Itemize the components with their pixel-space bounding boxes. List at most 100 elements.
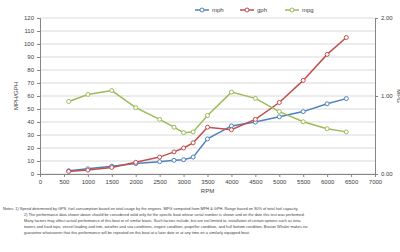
legend-label: mpg: [302, 7, 314, 13]
tick-mark: [327, 174, 328, 177]
tick: 40: [27, 119, 40, 125]
marker: [191, 155, 195, 159]
legend-item: gph: [240, 7, 267, 13]
y2-axis-title: MPG: [396, 89, 400, 103]
tick-mark: [37, 83, 40, 84]
tick-label: 7000: [369, 179, 383, 185]
note: 2) The performance data shown above shou…: [24, 212, 305, 217]
y-axis: 0102030405060708090100110120: [24, 15, 41, 177]
tick-mark: [37, 161, 40, 162]
tick: 0: [31, 171, 40, 177]
y-axis-title: MPH/GPH: [13, 82, 19, 110]
plot-area: [67, 36, 349, 174]
tick: 500: [59, 174, 70, 185]
tick-mark: [375, 174, 378, 175]
tick-label: 60: [27, 93, 34, 99]
tick-mark: [37, 18, 40, 19]
marker: [172, 150, 176, 154]
marker: [344, 36, 348, 40]
legend-marker: [200, 8, 204, 12]
marker: [277, 115, 281, 119]
x-axis: 0500100015002000250030003500400045005000…: [39, 174, 383, 185]
tick-mark: [160, 174, 161, 177]
tick-mark: [37, 122, 40, 123]
tick-mark: [375, 18, 378, 19]
marker: [134, 106, 138, 110]
marker: [301, 120, 305, 124]
tick-label: 6500: [345, 179, 359, 185]
tick: 1.00: [375, 93, 393, 99]
grid-line: [40, 70, 375, 71]
marker: [67, 169, 71, 173]
tick: 5500: [297, 174, 311, 185]
markers: [67, 36, 349, 174]
notes: Notes: 1) Speed determined by GPS, fuel …: [3, 206, 307, 235]
tick-label: 110: [24, 28, 34, 34]
marker: [344, 97, 348, 101]
marker: [191, 141, 195, 145]
tick-mark: [375, 96, 378, 97]
marker: [253, 117, 257, 121]
tick-mark: [184, 174, 185, 177]
tick-mark: [255, 174, 256, 177]
tick: 6500: [345, 174, 359, 185]
note: Many factors may affect actual performan…: [24, 218, 301, 223]
legend-marker: [290, 8, 294, 12]
tick: 30: [27, 132, 40, 138]
tick-label: 5500: [297, 179, 311, 185]
note: Notes: 1) Speed determined by GPS, fuel …: [3, 206, 298, 211]
tick-label: 2500: [153, 179, 167, 185]
tick: 60: [27, 93, 40, 99]
marker: [206, 137, 210, 141]
tick: 1500: [106, 174, 120, 185]
tick: 50: [27, 106, 40, 112]
marker: [191, 130, 195, 134]
tick-mark: [136, 174, 137, 177]
tick-mark: [303, 174, 304, 177]
tick-label: 20: [27, 145, 34, 151]
marker: [325, 102, 329, 106]
tick-mark: [88, 174, 89, 177]
legend-marker: [245, 8, 249, 12]
marker: [253, 96, 257, 100]
tick-label: 4000: [225, 179, 239, 185]
markers: [67, 97, 349, 173]
tick-label: 40: [27, 119, 34, 125]
series-line: [69, 38, 347, 172]
tick-mark: [231, 174, 232, 177]
tick-label: 0: [39, 179, 43, 185]
legend-item: mph: [195, 7, 224, 13]
tick: 100: [24, 41, 40, 47]
tick-label: 0: [31, 171, 35, 177]
marker: [86, 92, 90, 96]
tick: 70: [27, 80, 40, 86]
tick: 5000: [273, 174, 287, 185]
tick: 3000: [177, 174, 191, 185]
tick: 10: [27, 158, 40, 164]
marker: [325, 127, 329, 131]
tick-mark: [37, 44, 40, 45]
tick-label: 3000: [177, 179, 191, 185]
marker: [277, 110, 281, 114]
marker: [325, 52, 329, 56]
tick-mark: [37, 148, 40, 149]
tick-mark: [37, 96, 40, 97]
marker: [158, 155, 162, 159]
tick: 1000: [82, 174, 96, 185]
tick-mark: [37, 109, 40, 110]
tick-mark: [351, 174, 352, 177]
tick: 120: [24, 15, 40, 21]
tick-label: 120: [24, 15, 35, 21]
tick: 90: [27, 54, 40, 60]
grid-line: [40, 148, 375, 149]
marker: [158, 160, 162, 164]
y2-axis: 0.001.002.00: [375, 15, 393, 177]
marker: [301, 110, 305, 114]
legend: mph gph mpg: [195, 7, 314, 13]
tick-mark: [64, 174, 65, 177]
tick: 4500: [249, 174, 263, 185]
tick: 4000: [225, 174, 239, 185]
series-line: [69, 99, 347, 171]
tick: 3500: [201, 174, 215, 185]
tick-label: 50: [27, 106, 34, 112]
